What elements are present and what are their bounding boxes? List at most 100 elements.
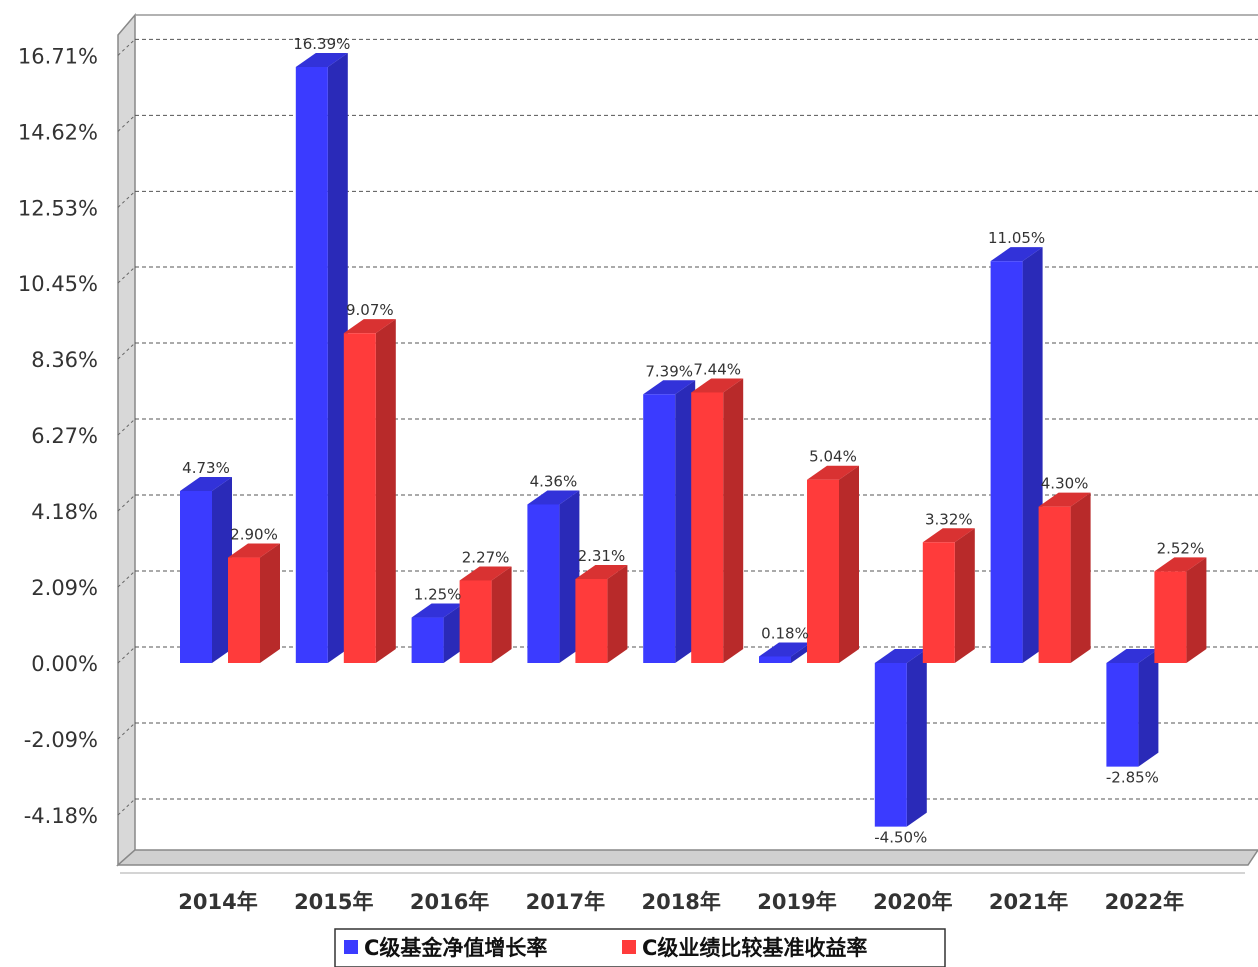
bar-front [759,656,791,663]
bar-side [906,649,927,827]
data-label: 2.90% [230,526,278,544]
bar-top [1154,557,1207,572]
legend-label-series-2: C级业绩比较基准收益率 [642,936,867,960]
bar [295,53,348,663]
y-tick-label: 2.09% [31,576,98,600]
y-tick-label: 14.62% [18,120,98,144]
bar-side [443,603,464,663]
x-tick-label: 2022年 [1105,890,1184,914]
x-axis-ticks: 2014年 2015年 2016年 2017年 2018年 2019年 2020年 2021年… [178,890,1184,914]
bar-top [343,319,396,334]
bar-side [1022,247,1043,663]
x-tick-label: 2021年 [989,890,1068,914]
y-axis-ticks: 16.71% 14.62% 12.53% 10.45% 8.36% 6.27% 4.18% 2… [18,44,98,828]
bar-side [491,566,512,663]
legend: C级基金净值增长率 C级业绩比较基准收益率 [334,928,946,967]
y-tick-label: 16.71% [18,44,98,68]
data-label: 4.73% [182,459,230,477]
gridline-depth [117,418,136,436]
bar-side [559,490,580,663]
data-label: 2.52% [1157,539,1205,557]
bar-front [180,491,212,663]
y-tick-label: 4.18% [31,500,98,524]
bar-top [643,380,696,395]
bar-side [791,642,811,663]
data-label: 1.25% [414,586,462,604]
bar-side [954,528,975,663]
bar-side [1070,492,1091,663]
bar-top [459,566,512,581]
bar [459,566,512,663]
x-tick-label: 2018年 [641,890,720,914]
data-label: 7.44% [693,360,741,378]
bar-top [1038,492,1091,507]
bar-front [1154,571,1187,663]
data-label: 3.32% [925,510,973,528]
bar-top [228,543,280,558]
y-tick-label: 0.00% [31,652,98,676]
bar-top [1106,649,1159,663]
bar [990,247,1043,663]
bar-side [607,565,628,663]
gridline-depth [117,38,136,56]
bar-side [675,380,696,663]
data-label: -2.85% [1106,769,1159,787]
y-tick-label: 10.45% [18,272,98,296]
data-label: 11.05% [988,229,1045,247]
bar-front [1038,506,1071,663]
gridline-depth [117,114,136,132]
legend-swatch-series-2 [622,940,636,954]
bar [1038,492,1091,663]
bar [643,380,696,663]
bar [759,642,811,663]
bar [180,477,232,663]
bar-top [180,477,232,491]
bars [180,53,1207,827]
bar [922,528,975,663]
data-label: -4.50% [874,829,927,847]
bar-side [260,543,280,663]
bar-side [375,319,396,663]
x-tick-label: 2014年 [178,890,257,914]
data-label: 4.36% [530,472,578,490]
data-label: 2.27% [462,548,510,566]
bar-front [691,392,724,663]
gridline-depth [117,722,136,740]
bar [527,490,580,663]
y-tick-label: 8.36% [31,348,98,372]
bar-top [527,490,580,505]
data-label: 5.04% [809,448,857,466]
bar-front [459,580,492,663]
gridline-depth [117,342,136,360]
bar-front [990,261,1023,663]
x-tick-label: 2015年 [294,890,373,914]
bar-top [691,378,744,393]
floor [116,849,1258,866]
bar-front [1106,663,1139,767]
bar [1106,649,1159,767]
bar-side [1186,557,1207,663]
gridline-depth [117,570,136,588]
bar-side [723,378,744,663]
gridline-depth [117,646,136,664]
bar [1154,557,1207,663]
data-labels: 4.73% 2.90% 16.39% 9.07% 1.25% 2.27% 4.36% 2.31… [182,35,1204,847]
data-label: 7.39% [645,362,693,380]
bar [807,465,859,663]
bar-side [1138,649,1159,767]
bar-top [295,53,348,67]
bar-top [575,565,628,579]
bar-top [411,603,464,618]
bar-front [295,67,328,663]
bar-side [327,53,348,663]
y-tick-label: 6.27% [31,424,98,448]
bar-front [922,542,955,663]
bar-side [839,465,859,663]
bar-top [922,528,975,543]
bar-top [990,247,1043,262]
data-label: 16.39% [293,35,350,53]
gridline-depth [117,190,136,208]
data-label: 4.30% [1041,475,1089,493]
legend-swatch-series-1 [344,940,358,954]
